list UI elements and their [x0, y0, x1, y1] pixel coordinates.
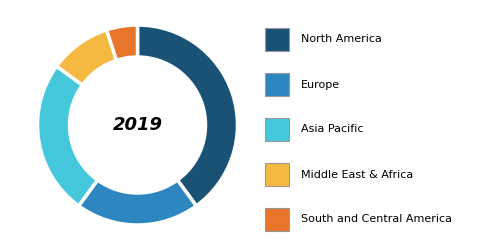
Wedge shape [78, 180, 196, 225]
FancyBboxPatch shape [265, 73, 289, 96]
FancyBboxPatch shape [265, 163, 289, 186]
Text: 2019: 2019 [112, 116, 162, 134]
Text: North America: North America [301, 34, 382, 44]
Wedge shape [138, 25, 237, 206]
Wedge shape [106, 25, 138, 60]
Wedge shape [38, 66, 98, 206]
Wedge shape [56, 30, 116, 85]
Text: Europe: Europe [301, 80, 340, 90]
Text: Asia Pacific: Asia Pacific [301, 124, 364, 134]
Text: South and Central America: South and Central America [301, 214, 452, 224]
FancyBboxPatch shape [265, 208, 289, 231]
Text: Middle East & Africa: Middle East & Africa [301, 170, 413, 179]
FancyBboxPatch shape [265, 118, 289, 141]
FancyBboxPatch shape [265, 28, 289, 51]
